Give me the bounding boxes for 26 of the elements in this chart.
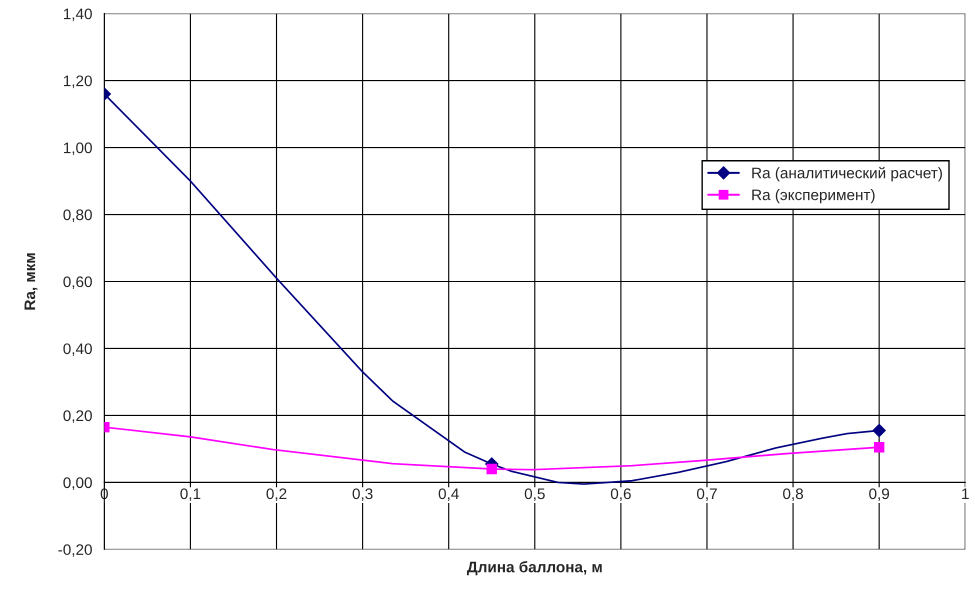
x-tick-label: 1: [962, 488, 969, 500]
y-tick-label: 1,00: [64, 142, 92, 156]
x-tick-label: 0,5: [524, 488, 545, 501]
y-tick-label: 0,20: [63, 410, 92, 423]
y-axis-title: Ra, мкм: [24, 253, 38, 310]
point: [874, 442, 884, 452]
legend-label: Ra (эксперимент): [752, 189, 875, 204]
x-tick-label: 0,7: [696, 488, 717, 501]
y-tick-label: 0,80: [63, 209, 92, 222]
x-axis-title: Длина баллона, м: [466, 561, 602, 576]
point: [872, 424, 886, 438]
y-tick-label: 0,40: [63, 343, 92, 356]
x-tick-label: 0,1: [180, 488, 200, 501]
y-tick-label: 1,20: [64, 75, 92, 88]
y-tick-label: 0,00: [63, 477, 92, 490]
x-tick-label: 0,6: [610, 488, 631, 501]
point: [486, 464, 497, 474]
x-tick-label: 0,4: [438, 488, 459, 501]
x-tick-label: 0,8: [783, 488, 804, 501]
y-tick-label: -0,20: [58, 544, 92, 557]
x-tick-label: 0,2: [266, 488, 286, 501]
legend-label: Ra (аналитический расчет): [752, 166, 942, 182]
x-tick-label: 0,9: [869, 488, 890, 501]
y-tick-label: 1,40: [64, 8, 92, 22]
y-tick-label: 0,60: [63, 276, 92, 289]
x-tick-label: 0,3: [352, 488, 373, 501]
